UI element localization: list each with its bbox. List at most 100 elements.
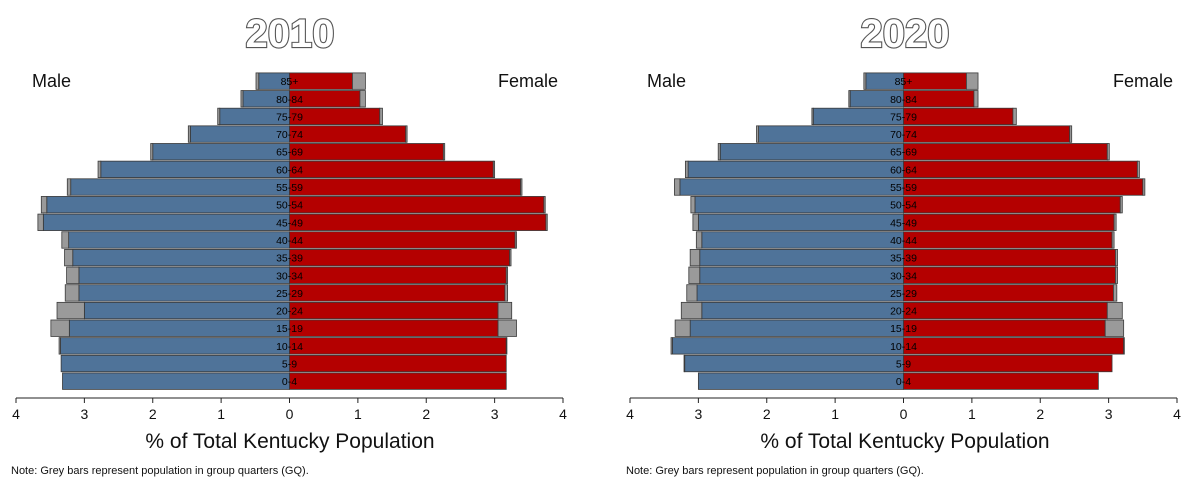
- female-gq-bar: [442, 143, 446, 161]
- x-tick-label: 0: [900, 406, 908, 422]
- x-tick-label: 1: [968, 406, 976, 422]
- male-gq-bar: [695, 231, 703, 249]
- female-gq-bar: [492, 160, 496, 178]
- female-bar: [903, 231, 1113, 249]
- x-tick-label: 2: [763, 406, 771, 422]
- male-bar: [70, 178, 290, 196]
- age-group-label: 40-44: [890, 235, 917, 247]
- female-bar: [289, 266, 507, 284]
- age-group-label: 60-64: [890, 164, 917, 176]
- male-gq-bar: [150, 143, 154, 161]
- male-label-1: Male: [647, 71, 686, 91]
- female-gq-bar: [1113, 213, 1117, 231]
- male-bar: [689, 319, 904, 337]
- x-tick-label: 1: [831, 406, 839, 422]
- male-bar: [697, 372, 904, 390]
- x-tick-label: 2: [149, 406, 157, 422]
- age-group-label: 65-69: [276, 147, 303, 159]
- male-gq-bar: [187, 125, 191, 143]
- female-gq-bar: [520, 178, 523, 196]
- female-gq-bar: [505, 337, 508, 355]
- male-bar: [701, 231, 904, 249]
- female-bar: [289, 107, 381, 126]
- male-gq-bar: [64, 284, 80, 302]
- note-1: Note: Grey bars represent population in …: [626, 465, 924, 477]
- x-tick-label: 1: [354, 406, 362, 422]
- male-gq-bar: [686, 284, 698, 302]
- female-bar: [903, 319, 1106, 337]
- female-bar: [903, 354, 1113, 373]
- male-gq-bar: [40, 196, 48, 214]
- female-gq-bar: [1104, 319, 1125, 337]
- male-bar: [758, 125, 904, 143]
- x-axis-title-0: % of Total Kentucky Population: [145, 430, 434, 453]
- female-bar: [289, 196, 545, 214]
- x-tick-label: 4: [559, 406, 567, 422]
- male-gq-bar: [717, 143, 721, 161]
- age-group-label: 75-79: [890, 111, 917, 123]
- male-bar: [46, 196, 290, 214]
- male-gq-bar: [692, 213, 699, 231]
- male-gq-bar: [674, 319, 691, 337]
- age-group-label: 80-84: [276, 94, 303, 106]
- male-bar: [189, 125, 290, 143]
- male-bar: [72, 248, 290, 267]
- x-tick-label: 3: [1105, 406, 1113, 422]
- age-group-label: 15-19: [890, 323, 917, 335]
- female-bar: [903, 72, 967, 90]
- age-group-label: 75-79: [276, 111, 303, 123]
- female-gq-bar: [497, 319, 517, 337]
- female-gq-bar: [1115, 248, 1118, 267]
- male-gq-bar: [56, 301, 85, 320]
- age-group-label: 5-9: [896, 359, 911, 371]
- age-group-label: 55-59: [890, 182, 917, 194]
- female-bar: [903, 372, 1099, 390]
- male-gq-bar: [690, 196, 696, 214]
- male-gq-bar: [61, 231, 70, 249]
- male-bar: [671, 337, 904, 355]
- female-gq-bar: [504, 284, 509, 302]
- female-gq-bar: [1012, 107, 1017, 126]
- female-gq-bar: [1111, 231, 1115, 249]
- male-gq-bar: [50, 319, 70, 337]
- male-gq-bar: [863, 72, 867, 90]
- female-gq-bar: [966, 72, 979, 90]
- age-group-label: 65-69: [890, 147, 917, 159]
- age-group-label: 40-44: [276, 235, 303, 247]
- x-axis-title-1: % of Total Kentucky Population: [760, 430, 1049, 453]
- female-bar: [903, 248, 1116, 267]
- male-gq-bar: [683, 354, 686, 373]
- female-bar: [903, 284, 1114, 302]
- female-label-1: Female: [1113, 71, 1173, 91]
- female-gq-bar: [352, 72, 366, 90]
- female-bar: [903, 337, 1125, 355]
- x-tick-label: 2: [1036, 406, 1044, 422]
- female-gq-bar: [1106, 301, 1123, 320]
- male-gq-bar: [674, 178, 681, 196]
- female-gq-bar: [973, 90, 979, 108]
- x-tick-label: 1: [217, 406, 225, 422]
- female-gq-bar: [514, 231, 517, 249]
- x-tick-label: 4: [626, 406, 634, 422]
- female-gq-bar: [1113, 284, 1118, 302]
- male-bar: [42, 213, 290, 231]
- age-group-label: 45-49: [890, 217, 917, 229]
- female-gq-bar: [1115, 266, 1118, 284]
- female-bar: [289, 178, 522, 196]
- female-gq-bar: [543, 196, 546, 214]
- age-group-label: 20-24: [890, 306, 917, 318]
- female-gq-bar: [505, 266, 509, 284]
- female-bar: [903, 143, 1108, 161]
- male-bar: [679, 178, 904, 196]
- female-bar: [903, 160, 1138, 178]
- female-bar: [289, 231, 516, 249]
- male-gq-bar: [66, 178, 72, 196]
- male-bar: [694, 196, 904, 214]
- female-bar: [289, 337, 507, 355]
- note-0: Note: Grey bars represent population in …: [11, 465, 309, 477]
- male-gq-bar: [684, 160, 689, 178]
- female-bar: [289, 125, 407, 143]
- female-bar: [903, 301, 1108, 320]
- male-gq-bar: [689, 248, 701, 267]
